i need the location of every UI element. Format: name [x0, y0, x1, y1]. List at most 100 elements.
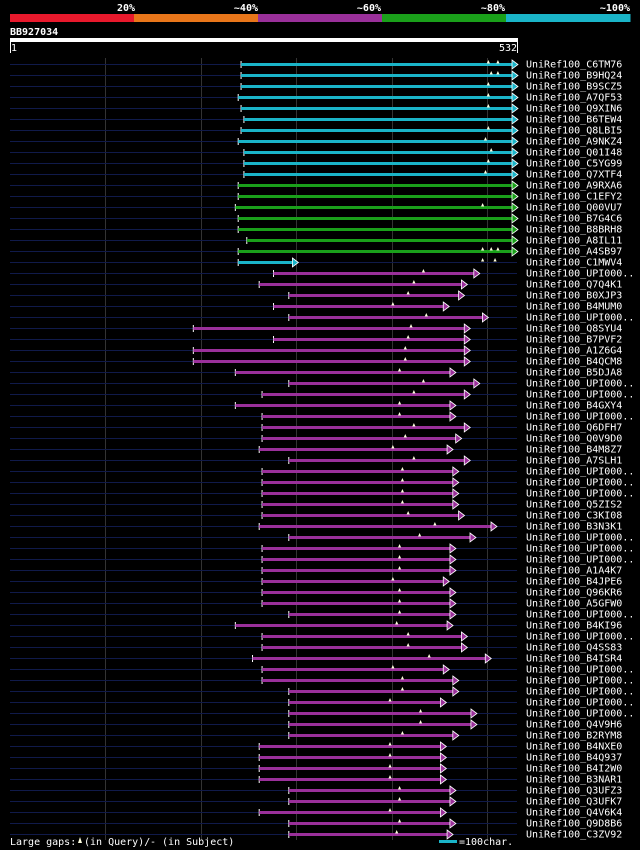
hit-row[interactable]: UniRef100_B5DJA8 [10, 367, 622, 379]
hit-bar[interactable] [235, 371, 451, 374]
hit-row[interactable]: UniRef100_Q4V6K4 [10, 807, 622, 819]
hit-bar[interactable] [273, 305, 445, 308]
hit-row[interactable]: UniRef100_UPI000.. [10, 697, 634, 709]
hit-row[interactable]: UniRef100_A7SLH1 [10, 455, 622, 467]
hit-bar[interactable] [262, 602, 451, 605]
hit-bar[interactable] [262, 591, 451, 594]
hit-label[interactable]: UniRef100_B7G4C6 [526, 214, 622, 225]
hit-row[interactable]: UniRef100_Q7Q4K1 [10, 279, 622, 291]
hit-label[interactable]: UniRef100_B4NXE0 [526, 742, 622, 753]
hit-label[interactable]: UniRef100_B6TEW4 [526, 115, 622, 126]
hit-row[interactable]: UniRef100_UPI000.. [10, 312, 634, 324]
hit-row[interactable]: UniRef100_UPI000.. [10, 609, 634, 621]
hit-row[interactable]: UniRef100_C6TM76 [10, 59, 622, 71]
hit-label[interactable]: UniRef100_UPI000.. [526, 313, 634, 324]
hit-row[interactable]: UniRef100_B6TEW4 [10, 114, 622, 126]
hit-label[interactable]: UniRef100_UPI000.. [526, 676, 634, 687]
hit-bar[interactable] [288, 690, 454, 693]
hit-label[interactable]: UniRef100_B3N3K1 [526, 522, 622, 533]
hit-bar[interactable] [288, 833, 449, 836]
hit-row[interactable]: UniRef100_B9SCZ5 [10, 81, 622, 93]
hit-label[interactable]: UniRef100_A7QF53 [526, 93, 622, 104]
hit-label[interactable]: UniRef100_B3NAR1 [526, 775, 622, 786]
hit-row[interactable]: UniRef100_UPI000.. [10, 554, 634, 566]
hit-label[interactable]: UniRef100_C3KI08 [526, 511, 622, 522]
hit-bar[interactable] [241, 63, 514, 66]
hit-row[interactable]: UniRef100_Q6DFH7 [10, 422, 622, 434]
hit-bar[interactable] [262, 558, 451, 561]
hit-row[interactable]: UniRef100_C1MWV4 [10, 257, 622, 269]
hit-bar[interactable] [288, 712, 472, 715]
hit-row[interactable]: UniRef100_B4QCM8 [10, 356, 622, 368]
hit-label[interactable]: UniRef100_B5DJA8 [526, 368, 622, 379]
hit-bar[interactable] [288, 789, 451, 792]
hit-bar[interactable] [273, 272, 475, 275]
hit-label[interactable]: UniRef100_B4ISR4 [526, 654, 622, 665]
hit-row[interactable]: UniRef100_B3N3K1 [10, 521, 622, 533]
hit-row[interactable]: UniRef100_B4KI96 [10, 620, 622, 632]
hit-row[interactable]: UniRef100_Q8SYU4 [10, 323, 622, 335]
hit-bar[interactable] [262, 393, 466, 396]
hit-row[interactable]: UniRef100_C3KI08 [10, 510, 622, 522]
hit-bar[interactable] [246, 239, 513, 242]
hit-bar[interactable] [288, 316, 484, 319]
hit-row[interactable]: UniRef100_UPI000.. [10, 543, 634, 555]
hit-label[interactable]: UniRef100_B4M8Z7 [526, 445, 622, 456]
hit-row[interactable]: UniRef100_Q01I48 [10, 147, 622, 159]
hit-label[interactable]: UniRef100_Q7Q4K1 [526, 280, 622, 291]
hit-row[interactable]: UniRef100_Q9D8B6 [10, 818, 622, 830]
hit-label[interactable]: UniRef100_UPI000.. [526, 610, 634, 621]
hit-row[interactable]: UniRef100_B8BRH8 [10, 224, 622, 236]
hit-row[interactable]: UniRef100_B4JPE6 [10, 576, 622, 588]
hit-row[interactable]: UniRef100_UPI000.. [10, 411, 634, 423]
hit-row[interactable]: UniRef100_A1Z6G4 [10, 345, 622, 357]
hit-label[interactable]: UniRef100_UPI000.. [526, 555, 634, 566]
hit-bar[interactable] [193, 349, 466, 352]
hit-row[interactable]: UniRef100_Q0V9D0 [10, 433, 622, 445]
hit-bar[interactable] [259, 778, 442, 781]
hit-bar[interactable] [288, 822, 451, 825]
hit-label[interactable]: UniRef100_B4GXY4 [526, 401, 622, 412]
hit-bar[interactable] [259, 811, 442, 814]
hit-bar[interactable] [288, 382, 475, 385]
hit-bar[interactable] [288, 701, 442, 704]
hit-row[interactable]: UniRef100_B4MUM0 [10, 301, 622, 313]
hit-label[interactable]: UniRef100_B9SCZ5 [526, 82, 622, 93]
hit-label[interactable]: UniRef100_A5GFW0 [526, 599, 622, 610]
hit-bar[interactable] [259, 283, 463, 286]
hit-label[interactable]: UniRef100_C6TM76 [526, 60, 622, 71]
hit-bar[interactable] [259, 756, 442, 759]
hit-row[interactable]: UniRef100_B4I2W0 [10, 763, 622, 775]
hit-label[interactable]: UniRef100_A8IL11 [526, 236, 622, 247]
hit-row[interactable]: UniRef100_A9NKZ4 [10, 136, 622, 148]
hit-bar[interactable] [241, 85, 514, 88]
hit-label[interactable]: UniRef100_B4I2W0 [526, 764, 622, 775]
hit-label[interactable]: UniRef100_A9NKZ4 [526, 137, 622, 148]
hit-bar[interactable] [288, 800, 451, 803]
hit-label[interactable]: UniRef100_Q5ZIS2 [526, 500, 622, 511]
hit-bar[interactable] [238, 184, 513, 187]
hit-bar[interactable] [288, 294, 460, 297]
hit-label[interactable]: UniRef100_B4KI96 [526, 621, 622, 632]
hit-row[interactable]: UniRef100_B4ISR4 [10, 653, 622, 665]
hit-bar[interactable] [241, 129, 514, 132]
hit-bar[interactable] [259, 745, 442, 748]
hit-bar[interactable] [262, 547, 451, 550]
hit-bar[interactable] [288, 723, 472, 726]
hit-label[interactable]: UniRef100_Q00VU7 [526, 203, 622, 214]
hit-label[interactable]: UniRef100_A4SB97 [526, 247, 622, 258]
hit-row[interactable]: UniRef100_B7PVF2 [10, 334, 622, 346]
hit-label[interactable]: UniRef100_C3ZV92 [526, 830, 622, 841]
hit-bar[interactable] [262, 415, 451, 418]
hit-label[interactable]: UniRef100_UPI000.. [526, 698, 634, 709]
hit-bar[interactable] [262, 481, 454, 484]
hit-label[interactable]: UniRef100_UPI000.. [526, 665, 634, 676]
hit-bar[interactable] [262, 492, 454, 495]
hit-bar[interactable] [193, 327, 466, 330]
hit-bar[interactable] [262, 635, 463, 638]
hit-row[interactable]: UniRef100_C3ZV92 [10, 829, 622, 841]
hit-label[interactable]: UniRef100_UPI000.. [526, 390, 634, 401]
hit-row[interactable]: UniRef100_B4NXE0 [10, 741, 622, 753]
hit-bar[interactable] [238, 261, 294, 264]
hit-row[interactable]: UniRef100_A7QF53 [10, 92, 622, 104]
